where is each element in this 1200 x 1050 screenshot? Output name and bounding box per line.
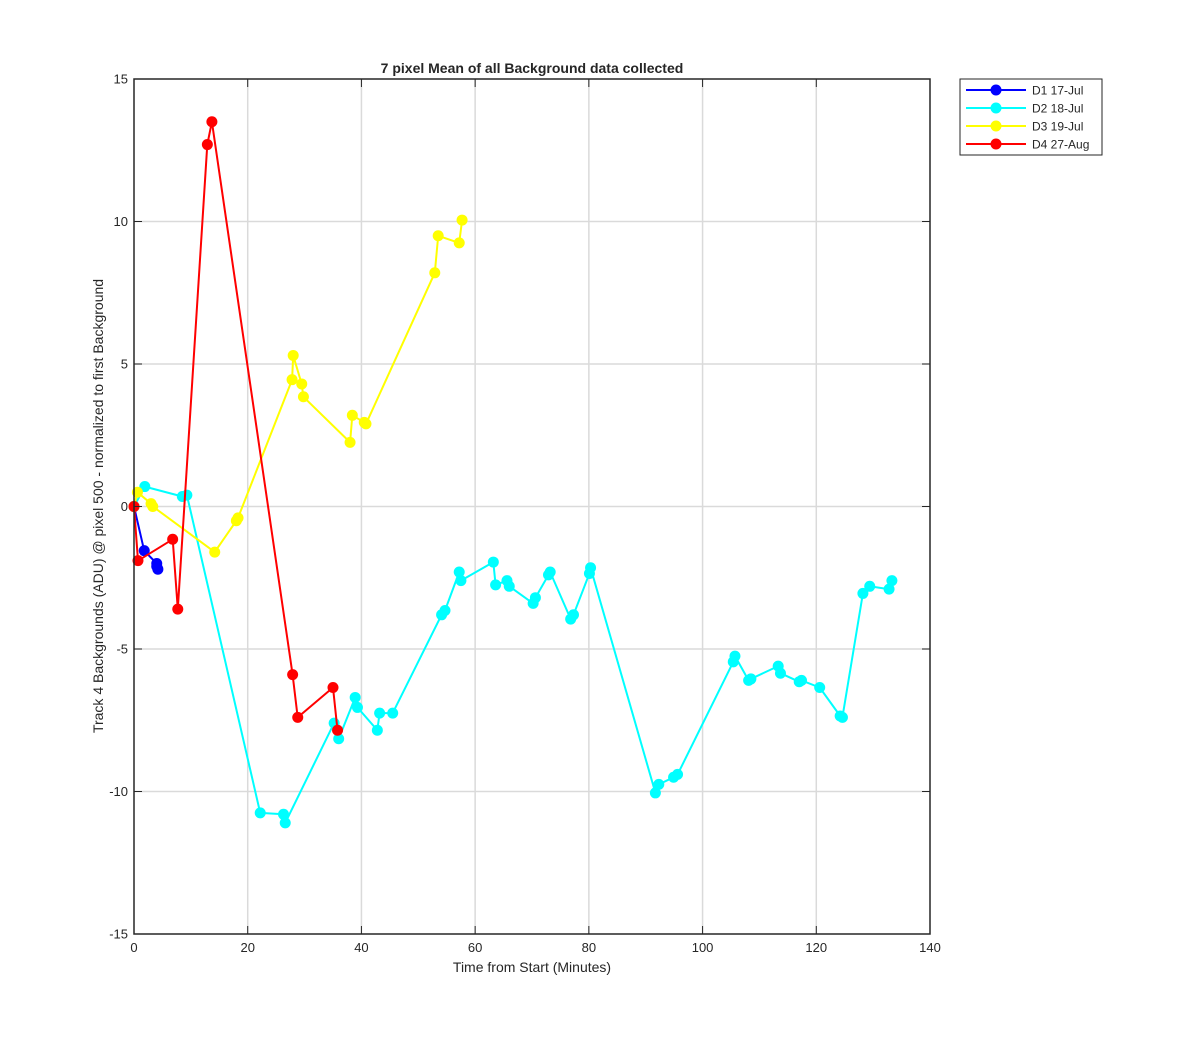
data-point (206, 116, 218, 128)
data-point (503, 580, 515, 592)
data-point (209, 546, 221, 558)
data-point (836, 711, 848, 723)
ticks: 0 20 40 60 80 100 120 140 -15 -10 -5 0 5 10 15 (109, 72, 941, 956)
data-point (346, 409, 358, 421)
data-point (672, 768, 684, 780)
y-tick-label: -10 (109, 784, 128, 799)
data-point (351, 701, 363, 713)
legend-marker (990, 120, 1002, 132)
data-point (286, 374, 298, 386)
data-point (332, 724, 344, 736)
data-point (349, 691, 361, 703)
data-point (147, 501, 159, 512)
x-tick-label: 140 (919, 940, 941, 955)
x-tick-label: 100 (692, 940, 714, 955)
legend-label: D3 19-Jul (1032, 120, 1083, 134)
data-point (568, 609, 580, 621)
data-point (653, 778, 665, 790)
data-point (167, 533, 179, 545)
data-point (181, 489, 193, 501)
data-point (886, 575, 898, 587)
data-point (429, 267, 441, 279)
legend-marker (990, 84, 1002, 96)
y-tick-label: 0 (121, 499, 128, 514)
x-tick-label: 0 (130, 940, 137, 955)
data-point (292, 711, 304, 723)
legend-label: D2 18-Jul (1032, 102, 1083, 116)
data-point (172, 603, 184, 615)
series-line (133, 120, 339, 731)
x-tick-label: 120 (805, 940, 827, 955)
data-point (132, 555, 144, 567)
data-point (453, 237, 465, 249)
data-point (490, 579, 502, 591)
y-tick-label: -15 (109, 927, 128, 942)
data-point (344, 436, 356, 448)
series-2 (128, 481, 898, 829)
y-tick-label: 10 (114, 214, 128, 229)
grid (134, 79, 930, 934)
legend-box (959, 78, 1103, 156)
data-point (138, 545, 150, 557)
data-point (371, 724, 383, 736)
data-point (296, 378, 308, 390)
data-point (774, 667, 786, 679)
data-point (796, 674, 808, 686)
data-point (201, 139, 213, 151)
x-axis-label: Time from Start (Minutes) (453, 959, 611, 975)
x-tick-label: 80 (582, 940, 596, 955)
data-point (857, 587, 869, 599)
legend-marker (990, 138, 1002, 150)
legend: D1 17-Jul D2 18-Jul D3 19-Jul D4 27-Aug (959, 78, 1103, 156)
data-point (287, 669, 299, 681)
y-tick-label: 5 (121, 357, 128, 372)
data-point (432, 230, 444, 242)
x-tick-label: 60 (468, 940, 482, 955)
legend-label: D4 27-Aug (1032, 138, 1089, 152)
series-3 (128, 214, 468, 558)
data-point (585, 562, 597, 574)
data-point (327, 681, 339, 693)
y-tick-label: -5 (116, 642, 128, 657)
data-point (883, 583, 895, 595)
data-point (151, 560, 163, 572)
data-point (649, 787, 661, 799)
data-point (544, 566, 556, 578)
x-tick-label: 20 (240, 940, 254, 955)
legend-label: D1 17-Jul (1032, 84, 1083, 98)
data-point (455, 575, 467, 587)
y-tick-label: 15 (114, 72, 128, 87)
data-point (456, 214, 468, 226)
data-point (232, 512, 244, 524)
data-point (864, 580, 876, 592)
data-point (529, 592, 541, 604)
data-point (374, 707, 386, 719)
data-point (297, 391, 309, 403)
data-point (387, 707, 399, 719)
y-axis-label: Track 4 Backgrounds (ADU) @ pixel 500 - … (90, 279, 106, 733)
legend-marker (990, 102, 1002, 114)
data-point (453, 566, 465, 578)
data-point (439, 605, 451, 617)
data-point (487, 556, 499, 568)
data-point (278, 808, 290, 820)
series-layer (128, 116, 898, 829)
data-point (729, 650, 741, 662)
data-point (814, 681, 826, 693)
data-point (279, 817, 291, 829)
data-point (360, 418, 372, 430)
series-4 (128, 116, 344, 736)
data-point (254, 807, 266, 819)
data-point (333, 733, 345, 745)
x-tick-label: 40 (354, 940, 368, 955)
data-point (287, 349, 299, 361)
chart-title: 7 pixel Mean of all Background data coll… (381, 60, 684, 76)
data-point (745, 673, 757, 685)
